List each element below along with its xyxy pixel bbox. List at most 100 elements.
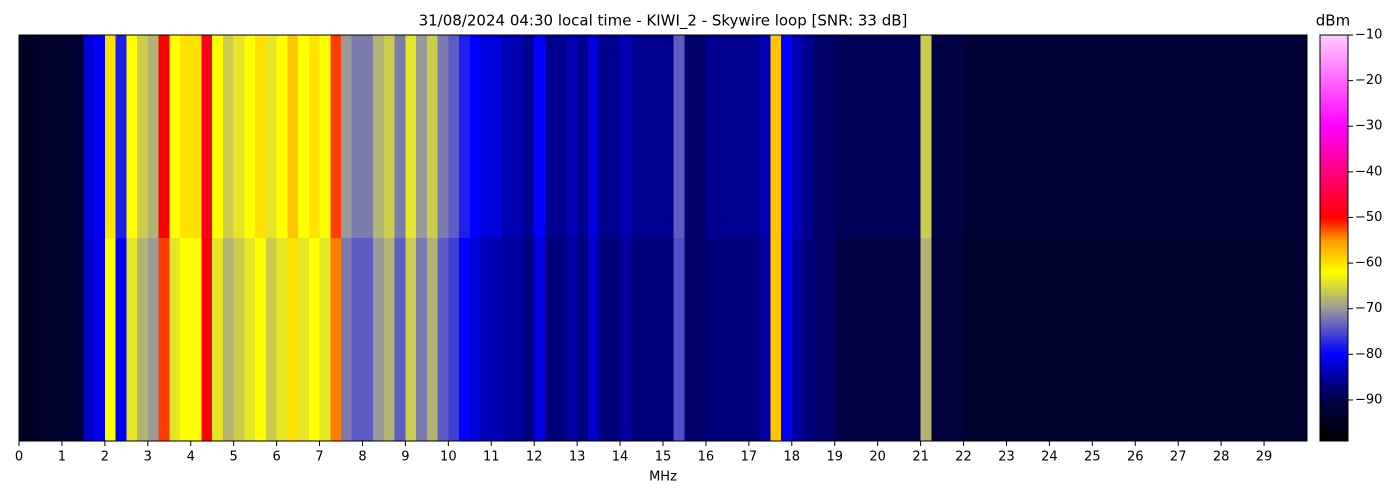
heatmap-cell bbox=[276, 238, 288, 442]
x-tick-label: 29 bbox=[1256, 450, 1273, 465]
heatmap-cell bbox=[104, 238, 117, 442]
heatmap-cell bbox=[877, 35, 889, 239]
heatmap-cell bbox=[319, 35, 331, 239]
x-tick-label: 5 bbox=[230, 450, 238, 465]
heatmap-cell bbox=[416, 35, 428, 239]
heatmap-cell bbox=[1199, 35, 1211, 239]
heatmap-cell bbox=[287, 238, 299, 442]
heatmap-cell bbox=[1038, 35, 1050, 239]
heatmap-cell bbox=[1274, 238, 1287, 442]
heatmap-cell bbox=[94, 35, 106, 239]
heatmap-cell bbox=[1178, 35, 1190, 239]
heatmap-cell bbox=[394, 35, 406, 239]
x-tick-label: 24 bbox=[1041, 450, 1058, 465]
heatmap-cell bbox=[459, 238, 471, 442]
heatmap-cell bbox=[276, 35, 288, 239]
heatmap-cell bbox=[963, 35, 975, 239]
heatmap-cell bbox=[1242, 238, 1254, 442]
heatmap-cell bbox=[1221, 35, 1233, 239]
heatmap-cell bbox=[1146, 238, 1158, 442]
heatmap-cell bbox=[416, 238, 428, 442]
x-tick-label: 22 bbox=[955, 450, 972, 465]
heatmap-cell bbox=[1231, 238, 1244, 442]
heatmap-cell bbox=[888, 238, 900, 442]
heatmap-cell bbox=[630, 238, 643, 442]
heatmap-cell bbox=[566, 238, 578, 442]
heatmap-cell bbox=[158, 35, 170, 239]
heatmap-cell bbox=[201, 35, 213, 239]
colorbar-tick-label: −90 bbox=[1355, 392, 1382, 407]
colorbar-tick-label: −20 bbox=[1355, 73, 1382, 88]
colorbar-tick-label: −60 bbox=[1355, 256, 1382, 271]
heatmap-cell bbox=[1296, 238, 1308, 442]
x-tick-label: 10 bbox=[440, 450, 457, 465]
heatmap-cell bbox=[1060, 238, 1072, 442]
heatmap-cell bbox=[244, 238, 256, 442]
heatmap-cell bbox=[1124, 238, 1136, 442]
heatmap-cell bbox=[1253, 35, 1265, 239]
heatmap-cell bbox=[555, 238, 567, 442]
heatmap-cell bbox=[1221, 238, 1233, 442]
x-tick-label: 0 bbox=[15, 450, 23, 465]
heatmap-cell bbox=[963, 238, 975, 442]
heatmap-cell bbox=[587, 35, 600, 239]
heatmap-cell bbox=[362, 35, 374, 239]
heatmap-cell bbox=[952, 35, 965, 239]
heatmap-cell bbox=[523, 238, 535, 442]
heatmap-cell bbox=[491, 238, 503, 442]
heatmap-cell bbox=[974, 238, 986, 442]
heatmap-cell bbox=[995, 238, 1007, 442]
heatmap-cell bbox=[652, 35, 664, 239]
heatmap-cell bbox=[566, 35, 578, 239]
heatmap-cell bbox=[72, 238, 84, 442]
colorbar-tick-label: −50 bbox=[1355, 210, 1382, 225]
heatmap-cell bbox=[1027, 238, 1040, 442]
heatmap-cell bbox=[705, 35, 718, 239]
heatmap-cell bbox=[83, 238, 95, 442]
x-tick-label: 26 bbox=[1127, 450, 1144, 465]
heatmap-cell bbox=[609, 238, 621, 442]
heatmap-cell bbox=[598, 35, 610, 239]
heatmap-cell bbox=[899, 35, 911, 239]
heatmap-cell bbox=[1017, 35, 1029, 239]
heatmap-cell bbox=[727, 35, 739, 239]
x-tick-label: 14 bbox=[612, 450, 629, 465]
heatmap-cell bbox=[1070, 35, 1083, 239]
heatmap-cell bbox=[459, 35, 471, 239]
heatmap-cell bbox=[1092, 35, 1104, 239]
heatmap-cell bbox=[480, 238, 492, 442]
heatmap-cell bbox=[115, 238, 127, 442]
heatmap-cell bbox=[383, 35, 396, 239]
heatmap-cell bbox=[61, 238, 74, 442]
heatmap-cell bbox=[727, 238, 739, 442]
heatmap-cell bbox=[437, 35, 449, 239]
heatmap-cell bbox=[190, 35, 202, 239]
heatmap-cell bbox=[1285, 35, 1297, 239]
heatmap-cell bbox=[1092, 238, 1104, 442]
heatmap-cell bbox=[1156, 35, 1168, 239]
heatmap-cell bbox=[115, 35, 127, 239]
heatmap-cell bbox=[29, 238, 41, 442]
heatmap-cell bbox=[1285, 238, 1297, 442]
heatmap-cell bbox=[1124, 35, 1136, 239]
heatmap-cell bbox=[491, 35, 503, 239]
heatmap-cell bbox=[298, 238, 310, 442]
heatmap-cell bbox=[663, 35, 675, 239]
heatmap-cell bbox=[909, 35, 922, 239]
heatmap-cell bbox=[716, 238, 728, 442]
heatmap-cell bbox=[351, 35, 363, 239]
heatmap-cell bbox=[1038, 238, 1050, 442]
heatmap-cell bbox=[1060, 35, 1072, 239]
heatmap-cell bbox=[126, 35, 138, 239]
x-tick-label: 15 bbox=[655, 450, 672, 465]
heatmap-cell bbox=[931, 238, 943, 442]
heatmap-cell bbox=[1264, 238, 1276, 442]
heatmap-cell bbox=[834, 35, 846, 239]
heatmap-cell bbox=[394, 238, 406, 442]
x-tick-label: 28 bbox=[1213, 450, 1230, 465]
x-tick-label: 18 bbox=[784, 450, 801, 465]
heatmap-cell bbox=[222, 238, 235, 442]
heatmap-cell bbox=[985, 35, 997, 239]
heatmap-cell bbox=[598, 238, 610, 442]
heatmap-cell bbox=[974, 35, 986, 239]
